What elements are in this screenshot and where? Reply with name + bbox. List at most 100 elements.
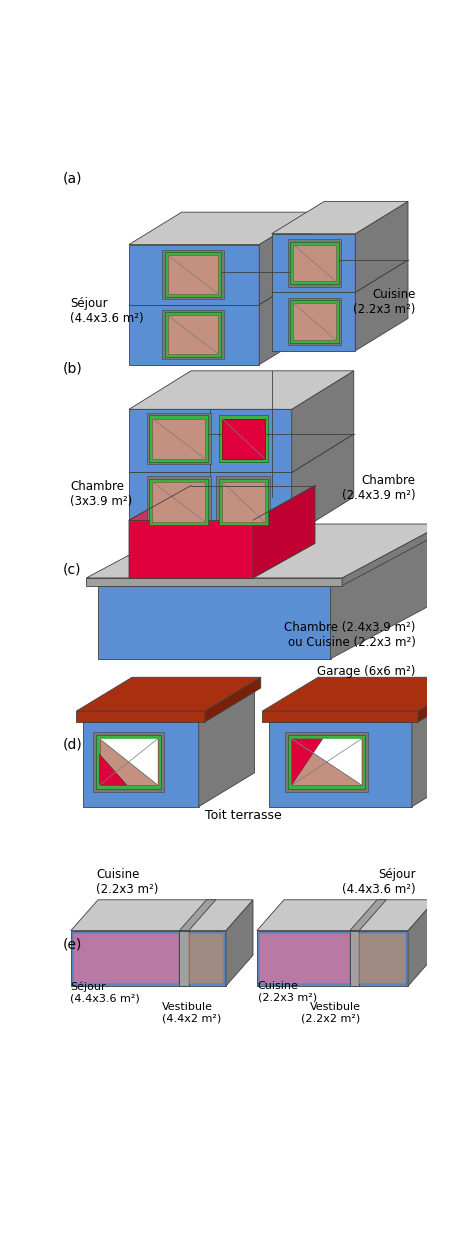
Polygon shape	[408, 899, 435, 986]
Polygon shape	[100, 739, 158, 785]
Polygon shape	[129, 272, 312, 304]
Polygon shape	[219, 478, 268, 525]
Polygon shape	[272, 201, 408, 233]
Text: Vestibule
(4.4x2 m²): Vestibule (4.4x2 m²)	[162, 1002, 221, 1023]
Polygon shape	[268, 688, 468, 722]
Polygon shape	[356, 201, 408, 292]
Text: Vestibule
(2.2x2 m²): Vestibule (2.2x2 m²)	[301, 1002, 360, 1023]
Polygon shape	[293, 303, 336, 340]
Polygon shape	[179, 899, 216, 930]
Polygon shape	[129, 410, 292, 472]
Polygon shape	[179, 930, 189, 986]
Text: (d): (d)	[63, 738, 82, 751]
Polygon shape	[162, 310, 224, 359]
Polygon shape	[82, 688, 255, 722]
Polygon shape	[71, 930, 226, 986]
Polygon shape	[129, 433, 354, 472]
Polygon shape	[359, 933, 406, 984]
Text: (b): (b)	[63, 361, 82, 375]
Polygon shape	[152, 482, 205, 522]
Polygon shape	[162, 250, 224, 299]
Polygon shape	[165, 252, 221, 297]
Text: Cuisine
(2.2x3 m²): Cuisine (2.2x3 m²)	[96, 868, 158, 897]
Polygon shape	[226, 899, 253, 986]
Text: Chambre (2.4x3.9 m²)
ou Cuisine (2.2x3 m²): Chambre (2.4x3.9 m²) ou Cuisine (2.2x3 m…	[284, 621, 416, 648]
Polygon shape	[98, 532, 431, 586]
Polygon shape	[330, 532, 431, 658]
Polygon shape	[129, 520, 253, 578]
Polygon shape	[268, 722, 412, 806]
Polygon shape	[168, 315, 218, 354]
Polygon shape	[272, 292, 356, 350]
Polygon shape	[418, 677, 474, 722]
Polygon shape	[292, 739, 362, 785]
Polygon shape	[259, 933, 350, 984]
Polygon shape	[216, 476, 270, 528]
Polygon shape	[129, 304, 259, 365]
Text: Chambre
(2.4x3.9 m²): Chambre (2.4x3.9 m²)	[342, 474, 416, 502]
Text: (e): (e)	[63, 936, 82, 951]
Polygon shape	[93, 733, 164, 791]
Polygon shape	[129, 486, 191, 578]
Polygon shape	[152, 419, 205, 458]
Polygon shape	[165, 313, 221, 356]
Polygon shape	[86, 524, 443, 578]
Polygon shape	[288, 735, 365, 789]
Polygon shape	[350, 930, 359, 986]
Polygon shape	[292, 371, 354, 472]
Polygon shape	[168, 256, 218, 294]
Polygon shape	[356, 260, 408, 350]
Polygon shape	[86, 578, 342, 586]
Polygon shape	[291, 242, 339, 284]
Polygon shape	[222, 419, 264, 458]
Polygon shape	[129, 371, 354, 410]
Polygon shape	[100, 739, 158, 785]
Polygon shape	[292, 739, 323, 785]
Polygon shape	[222, 482, 264, 522]
Polygon shape	[292, 433, 354, 535]
Text: Séjour
(4.4x3.6 m²): Séjour (4.4x3.6 m²)	[70, 297, 144, 325]
Polygon shape	[272, 233, 356, 292]
Polygon shape	[288, 298, 341, 345]
Text: (c): (c)	[63, 563, 82, 576]
Polygon shape	[100, 754, 127, 785]
Polygon shape	[129, 543, 315, 578]
Text: Séjour
(4.4x3.6 m²): Séjour (4.4x3.6 m²)	[70, 981, 140, 1004]
Polygon shape	[129, 212, 312, 245]
Polygon shape	[292, 739, 362, 785]
Polygon shape	[76, 677, 261, 712]
Polygon shape	[291, 301, 339, 343]
Polygon shape	[149, 416, 208, 462]
Polygon shape	[259, 212, 312, 304]
Polygon shape	[98, 586, 330, 658]
Polygon shape	[73, 933, 179, 984]
Polygon shape	[100, 754, 127, 785]
Polygon shape	[292, 739, 362, 785]
Polygon shape	[262, 712, 418, 722]
Polygon shape	[189, 933, 224, 984]
Polygon shape	[259, 272, 312, 365]
Text: Toit terrasse: Toit terrasse	[205, 809, 281, 822]
Polygon shape	[285, 733, 368, 791]
Polygon shape	[288, 240, 341, 287]
Polygon shape	[76, 712, 205, 722]
Polygon shape	[149, 478, 208, 525]
Polygon shape	[129, 245, 259, 304]
Text: (a): (a)	[63, 171, 82, 186]
Polygon shape	[205, 677, 261, 722]
Polygon shape	[71, 899, 253, 930]
Text: Garage (6x6 m²): Garage (6x6 m²)	[317, 664, 416, 677]
Polygon shape	[257, 899, 435, 930]
Polygon shape	[146, 412, 210, 465]
Polygon shape	[219, 416, 268, 462]
Polygon shape	[293, 245, 336, 282]
Polygon shape	[350, 899, 386, 930]
Polygon shape	[146, 476, 210, 528]
Text: Chambre
(3x3.9 m²): Chambre (3x3.9 m²)	[70, 479, 133, 508]
Polygon shape	[100, 739, 158, 785]
Polygon shape	[253, 486, 315, 578]
Polygon shape	[82, 722, 199, 806]
Text: Cuisine
(2.2x3 m²): Cuisine (2.2x3 m²)	[353, 288, 416, 315]
Polygon shape	[129, 472, 292, 535]
Text: Séjour
(4.4x3.6 m²): Séjour (4.4x3.6 m²)	[342, 868, 416, 897]
